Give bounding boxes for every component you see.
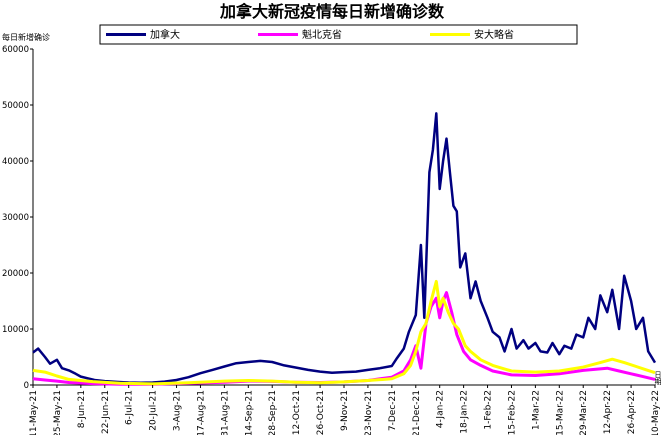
y-axis-label: 每日新增确诊 xyxy=(2,32,50,42)
x-tick-label: 23-Nov-21 xyxy=(364,390,374,435)
x-tick-label: 1-Feb-22 xyxy=(484,390,494,430)
x-tick-label: 28-Sep-21 xyxy=(268,390,278,435)
y-tick-label: 30000 xyxy=(2,213,29,223)
x-tick-label: 22-Jun-21 xyxy=(101,390,111,434)
y-tick-label: 60000 xyxy=(2,45,29,55)
x-tick-label: 11-May-21 xyxy=(29,390,39,435)
x-tick-label: 26-Oct-21 xyxy=(316,390,326,435)
x-tick-label: 1-Mar-22 xyxy=(531,390,541,430)
legend-label-2: 安大略省 xyxy=(474,28,514,41)
series-line-2 xyxy=(32,279,656,386)
x-tick-label: 25-May-21 xyxy=(53,390,63,435)
x-tick-label: 14-Sep-21 xyxy=(244,390,254,435)
axes xyxy=(32,49,655,386)
series-line-0 xyxy=(32,112,657,385)
x-tick-label: 21-Dec-21 xyxy=(412,390,422,435)
y-tick-label: 0 xyxy=(24,381,29,391)
y-tick-label: 20000 xyxy=(2,269,29,279)
legend-box xyxy=(99,24,578,45)
x-ticks: 11-May-21 25-May-21 8-Jun-21 22-Jun-21 6-Jul… xyxy=(29,385,661,435)
x-tick-label: 18-Jan-22 xyxy=(460,390,470,434)
x-axis-label: 日期 xyxy=(654,371,662,386)
x-tick-label: 31-Aug-21 xyxy=(220,390,230,435)
x-tick-label: 6-Jul-21 xyxy=(125,390,135,425)
y-tick-label: 50000 xyxy=(2,101,29,111)
x-tick-label: 26-Apr-22 xyxy=(627,390,637,434)
x-tick-label: 10-May-22 xyxy=(651,390,661,435)
x-tick-label: 4-Jan-22 xyxy=(436,390,446,428)
x-tick-label: 20-Jul-21 xyxy=(149,390,159,431)
legend-label-0: 加拿大 xyxy=(150,28,180,41)
x-tick-label: 12-Apr-22 xyxy=(603,390,613,434)
chart-title: 加拿大新冠疫情每日新增确诊数 xyxy=(219,2,445,21)
y-ticks: 0 10000 20000 30000 40000 50000 60000 xyxy=(2,45,33,391)
x-tick-label: 15-Mar-22 xyxy=(555,390,565,435)
x-tick-label: 8-Jun-21 xyxy=(77,390,87,428)
legend: 加拿大 魁北克省 安大略省 xyxy=(99,24,578,45)
x-tick-label: 17-Aug-21 xyxy=(196,390,206,435)
y-tick-label: 40000 xyxy=(2,157,29,167)
x-tick-label: 7-Dec-21 xyxy=(388,390,398,431)
x-tick-label: 29-Mar-22 xyxy=(579,390,589,435)
y-tick-label: 10000 xyxy=(2,325,29,335)
x-tick-label: 12-Oct-21 xyxy=(292,390,302,435)
x-tick-label: 9-Nov-21 xyxy=(340,390,350,431)
x-tick-label: 3-Aug-21 xyxy=(173,390,183,431)
series-group xyxy=(32,112,657,386)
x-tick-label: 15-Feb-22 xyxy=(507,390,517,435)
legend-label-1: 魁北克省 xyxy=(302,28,342,41)
